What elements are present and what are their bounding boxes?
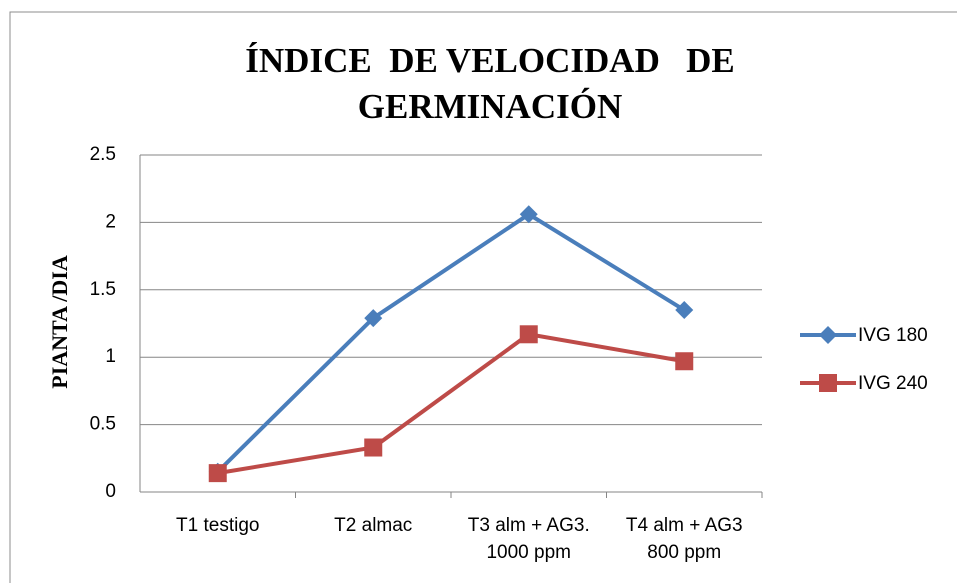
frame: [9, 11, 957, 583]
x-tick-label: T3 alm + AG3. 1000 ppm: [467, 515, 590, 563]
y-tick-label: 0: [105, 481, 116, 502]
data-point: [208, 464, 227, 483]
data-point: [519, 205, 538, 224]
legend-label: IVG 240: [858, 373, 928, 394]
y-tick-label: 2.5: [90, 144, 116, 165]
data-point: [675, 352, 694, 371]
x-tick-label: T4 alm + AG3 800 ppm: [625, 515, 743, 563]
x-tick-label: T1 testigo: [176, 515, 260, 536]
x-tick-label: T2 almac: [334, 515, 413, 536]
y-tick-label: 1: [105, 346, 116, 367]
y-tick-label: 0.5: [90, 414, 116, 435]
y-axis-label: PIANTA /DIA: [47, 255, 72, 389]
y-tick-label: 2: [105, 211, 116, 232]
data-point: [519, 325, 538, 344]
series-line: [216, 211, 686, 474]
series-line: [217, 332, 685, 476]
legend-marker: [819, 374, 837, 392]
y-tick-label: 1.5: [90, 279, 116, 300]
data-point: [364, 438, 383, 457]
legend-label: IVG 180: [858, 325, 928, 346]
data-point: [675, 301, 694, 320]
legend-marker: [819, 326, 837, 344]
data-point: [364, 309, 383, 328]
chart-title: ÍNDICE DE VELOCIDAD DE GERMINACIÓN: [245, 41, 744, 126]
